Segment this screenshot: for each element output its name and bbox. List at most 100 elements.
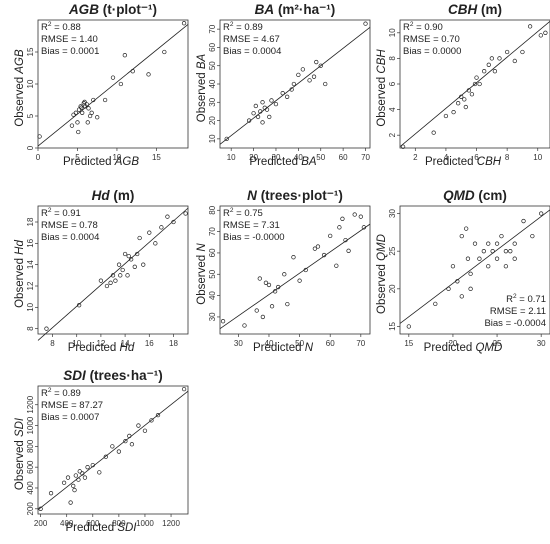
data-point (346, 248, 351, 253)
data-point (125, 273, 130, 278)
x-tick-label: 10 (227, 153, 236, 162)
y-tick-label: 50 (208, 61, 217, 70)
x-tick-label: 40 (294, 153, 303, 162)
data-point (468, 271, 473, 276)
data-point (37, 134, 42, 139)
r-squared: R2 = 0.89 (41, 386, 81, 399)
data-point (146, 72, 151, 77)
data-point (137, 235, 142, 241)
data-point (503, 264, 509, 269)
data-point (490, 249, 495, 254)
y-tick-label: 800 (26, 439, 35, 453)
bias-value: -0.0000 (252, 232, 285, 243)
data-point (463, 104, 468, 110)
y-axis-label-variable: N (196, 243, 208, 252)
data-point (110, 75, 116, 80)
data-point (104, 283, 110, 289)
data-point (456, 101, 461, 106)
rmse-value: 0.70 (441, 34, 460, 45)
data-point (282, 272, 287, 277)
data-point (512, 58, 517, 64)
x-axis-label: Predicted SDI (66, 522, 137, 534)
data-point (162, 49, 167, 55)
rmse-value: 4.67 (261, 34, 280, 45)
data-point (181, 386, 187, 392)
y-tick-label: 10 (208, 134, 217, 143)
data-point (499, 233, 504, 239)
data-point (285, 301, 290, 307)
data-point (130, 69, 135, 74)
data-point (489, 56, 494, 61)
y-tick-label: 4 (388, 107, 397, 112)
data-point (122, 53, 127, 58)
x-axis-label-text: Predicted (249, 156, 299, 168)
data-point (311, 74, 317, 79)
data-point (90, 462, 95, 468)
x-axis-label-variable: QMD (475, 342, 503, 354)
chart-title-variable: CBH (447, 2, 478, 17)
data-point (486, 264, 491, 269)
data-point (73, 473, 78, 478)
x-axis-label: Predicted QMD (424, 342, 503, 354)
x-tick-label: 1200 (162, 519, 180, 528)
data-point (269, 98, 274, 103)
y-tick-label: 2 (388, 132, 397, 137)
data-point (159, 225, 164, 230)
rmse: RMSE = 87.27 (41, 400, 104, 411)
chart-title-variable: QMD (443, 188, 475, 203)
x-tick-label: 10 (533, 153, 542, 162)
rmse-value: 1.40 (79, 34, 98, 45)
data-point (363, 21, 368, 26)
data-point (358, 214, 363, 219)
y-axis-label-variable: Hd (14, 240, 26, 255)
data-point (543, 30, 548, 35)
data-point (494, 256, 500, 261)
x-axis-label-text: Predicted (62, 156, 112, 168)
rmse: RMSE = 0.70 (403, 34, 460, 45)
data-point (120, 267, 125, 273)
y-tick-label: 8 (26, 326, 35, 331)
x-tick-label: 5 (75, 153, 80, 162)
r-squared-value: 0.90 (424, 22, 443, 33)
x-tick-label: 4 (444, 153, 449, 162)
data-point (314, 59, 319, 65)
x-axis-label-variable: CBH (476, 156, 502, 168)
r-squared: R2 = 0.88 (41, 20, 81, 33)
fit-statistics: R2 = 0.90 RMSE = 0.70 Bias = 0.0000 (403, 21, 461, 58)
y-tick-label: 1000 (26, 416, 35, 434)
data-point (126, 253, 131, 259)
y-axis-label: Observed Hd (14, 240, 26, 308)
x-tick-label: 1000 (136, 519, 154, 528)
x-tick-label: 16 (145, 339, 154, 348)
bias: Bias = 0.0004 (223, 46, 282, 57)
rmse-value: 87.27 (79, 400, 104, 411)
y-tick-label: 60 (208, 248, 217, 257)
y-axis-label: Observed AGB (14, 49, 26, 126)
x-tick-label: 20 (249, 153, 258, 162)
plot-canvas: 15 20 25 30 15 20 25 30 (388, 205, 550, 348)
x-tick-label: 30 (537, 339, 546, 348)
data-point (260, 100, 265, 105)
plot-panel-cbh: 2 4 6 8 10 2 4 6 8 10 CBH (m) Observed CBH Predicted… (370, 0, 550, 176)
data-point (276, 284, 281, 290)
y-tick-label: 30 (388, 209, 397, 218)
y-tick-label: 20 (388, 284, 397, 293)
plot-frame (219, 205, 371, 335)
chart-title: N (trees·plot⁻¹) (220, 188, 370, 204)
rmse: RMSE = 0.78 (41, 220, 98, 231)
data-point (97, 470, 102, 475)
data-point (520, 49, 525, 55)
data-point (73, 110, 79, 115)
chart-title-unit: (trees·plot⁻¹) (260, 188, 343, 203)
bias-value: 0.0004 (70, 232, 100, 243)
data-point (472, 241, 478, 246)
chart-title: AGB (t·plot⁻¹) (38, 2, 188, 18)
x-tick-label: 6 (474, 153, 479, 162)
data-point (469, 92, 475, 97)
data-point (269, 304, 275, 309)
plot-panel-ba: 10 20 30 40 50 60 70 10 20 30 40 50 60 70 BA (m²·ha⁻¹)… (190, 0, 371, 176)
y-axis-label-text: Observed (196, 72, 208, 123)
data-point (450, 264, 456, 269)
fit-statistics: R2 = 0.89 RMSE = 4.67 Bias = 0.0004 (223, 21, 282, 58)
y-axis-label-text: Observed (14, 440, 26, 491)
